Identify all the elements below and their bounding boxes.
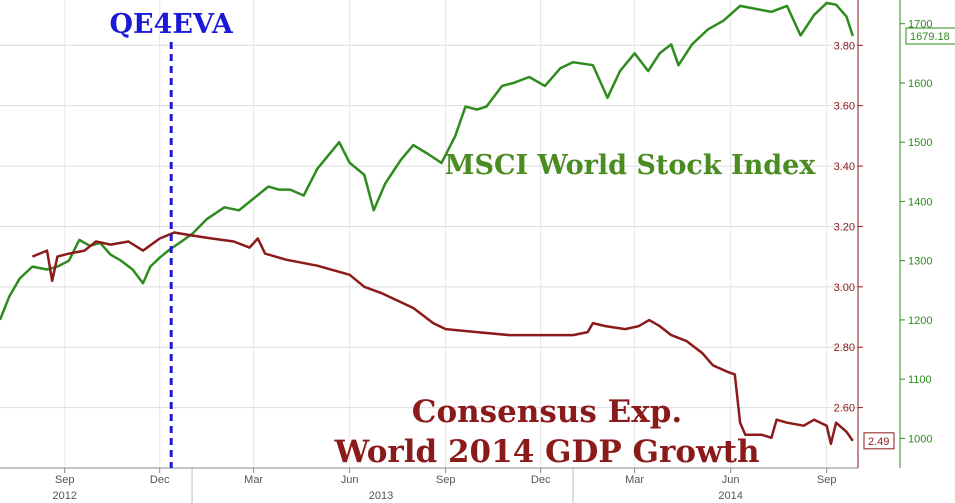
- qe-marker: QE4EVA: [110, 9, 234, 468]
- last-value-label: 2.49: [868, 436, 889, 448]
- right-axis-tick-label: 1600: [908, 78, 932, 90]
- x-axis-month-label: Mar: [625, 474, 644, 486]
- left-axis-tick-label: 3.00: [834, 282, 855, 294]
- series-line-msci: [0, 1, 854, 321]
- right-axis-tick-label: 1100: [908, 374, 932, 386]
- annotation-gdp-line-1: Consensus Exp.: [412, 394, 682, 430]
- series-line-gdp: [31, 231, 854, 446]
- x-axis-month-label: Sep: [436, 474, 456, 486]
- series-lines: 1679.18 2.49: [0, 1, 955, 450]
- x-axis-year-label: 2012: [52, 490, 76, 502]
- last-value-box: [905, 27, 955, 45]
- x-axis-month-label: Jun: [341, 474, 359, 486]
- left-axis: 3.80 3.60 3.40 3.20 3.00 2.80 2.60: [834, 0, 863, 468]
- right-axis-tick-label: 1000: [908, 433, 932, 445]
- x-axis-month-label: Sep: [817, 474, 837, 486]
- right-axis-tick-label: 1500: [908, 137, 932, 149]
- annotation-msci: MSCI World Stock Index: [445, 150, 817, 181]
- left-axis-tick-label: 2.60: [834, 403, 855, 415]
- annotation-gdp-line-2: World 2014 GDP Growth: [333, 434, 759, 470]
- last-value-label: 1679.18: [910, 31, 950, 43]
- x-axis-month-label: Dec: [150, 474, 170, 486]
- left-axis-tick-label: 3.20: [834, 221, 855, 233]
- x-axis-year-label: 2014: [718, 490, 742, 502]
- right-axis-tick-label: 1300: [908, 256, 932, 268]
- chart-gridlines: [0, 0, 858, 468]
- qe-marker-label: QE4EVA: [110, 9, 234, 40]
- left-axis-tick-label: 3.80: [834, 40, 855, 52]
- x-axis-month-label: Jun: [722, 474, 740, 486]
- left-axis-tick-label: 3.40: [834, 161, 855, 173]
- x-axis: Sep Dec Mar Jun Sep Dec Mar Jun Sep 2012 2013 2014: [0, 467, 858, 503]
- x-axis-month-label: Mar: [244, 474, 263, 486]
- right-axis-tick-label: 1400: [908, 196, 932, 208]
- x-axis-month-label: Dec: [531, 474, 551, 486]
- left-axis-tick-label: 2.80: [834, 342, 855, 354]
- x-axis-year-label: 2013: [369, 490, 393, 502]
- last-value-box: [863, 432, 895, 450]
- left-axis-tick-label: 3.60: [834, 101, 855, 113]
- x-axis-month-label: Sep: [55, 474, 75, 486]
- right-axis-tick-label: 1200: [908, 315, 932, 327]
